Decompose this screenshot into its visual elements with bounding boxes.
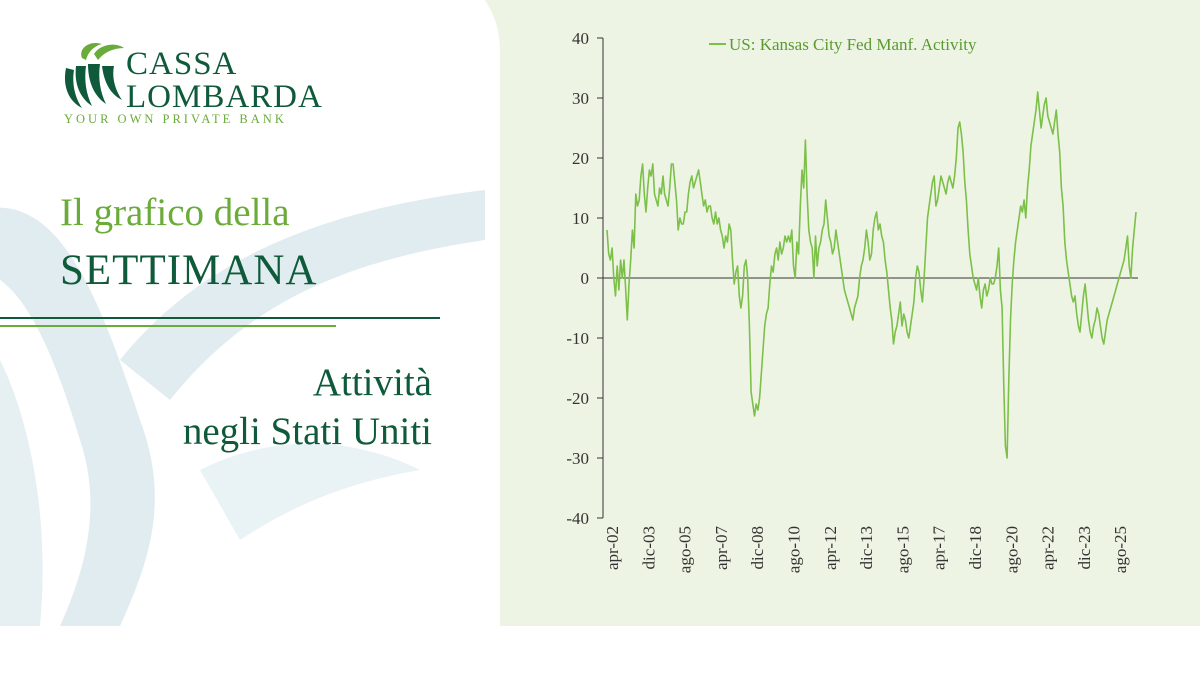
x-tick-label: ago-05 [676,526,695,573]
y-tick-label: 30 [572,89,589,108]
x-tick-label: apr-17 [930,526,949,571]
x-tick-label: apr-02 [603,526,622,570]
y-tick-label: 10 [572,209,589,228]
leaf-logo-icon [64,42,124,108]
chart-panel-background [485,0,1200,626]
x-tick-label: apr-22 [1039,526,1058,570]
subtitle-line1: Attività [312,361,432,404]
y-tick-label: -10 [566,329,589,348]
x-tick-label: ago-10 [785,526,804,573]
headline-line2: SETTIMANA [60,247,318,294]
series-line [606,91,1137,459]
decorative-brush-strokes [0,190,485,626]
x-tick-label: apr-07 [712,526,731,571]
x-tick-label: ago-25 [1111,526,1130,573]
y-tick-label: 20 [572,149,589,168]
y-tick-label: -20 [566,389,589,408]
x-tick-label: dic-18 [966,526,985,569]
y-tick-label: 40 [572,29,589,48]
y-tick-label: 0 [581,269,590,288]
divider-light [0,325,336,327]
legend-label: US: Kansas City Fed Manf. Activity [729,35,977,54]
x-tick-label: dic-13 [857,526,876,569]
x-tick-label: ago-15 [893,526,912,573]
subtitle: Attività negli Stati Uniti [90,358,432,456]
brand-tagline: YOUR OWN PRIVATE BANK [64,112,287,126]
y-tick-label: -30 [566,449,589,468]
x-tick-label: dic-03 [639,526,658,569]
x-tick-label: dic-23 [1075,526,1094,569]
x-tick-label: apr-12 [821,526,840,570]
y-tick-label: -40 [566,509,589,528]
subtitle-line2: negli Stati Uniti [182,410,432,453]
headline-line1: Il grafico della [60,191,290,234]
brand-name-line2: LOMBARDA [126,79,323,115]
x-tick-label: dic-08 [748,526,767,569]
x-tick-label: ago-20 [1002,526,1021,573]
brand-name-line1: CASSA [126,46,238,82]
divider-dark [0,317,440,319]
line-chart: 40 30 20 10 0 -10 -20 -30 -40 apr-02 dic-03 ago-05 a… [566,29,1138,573]
